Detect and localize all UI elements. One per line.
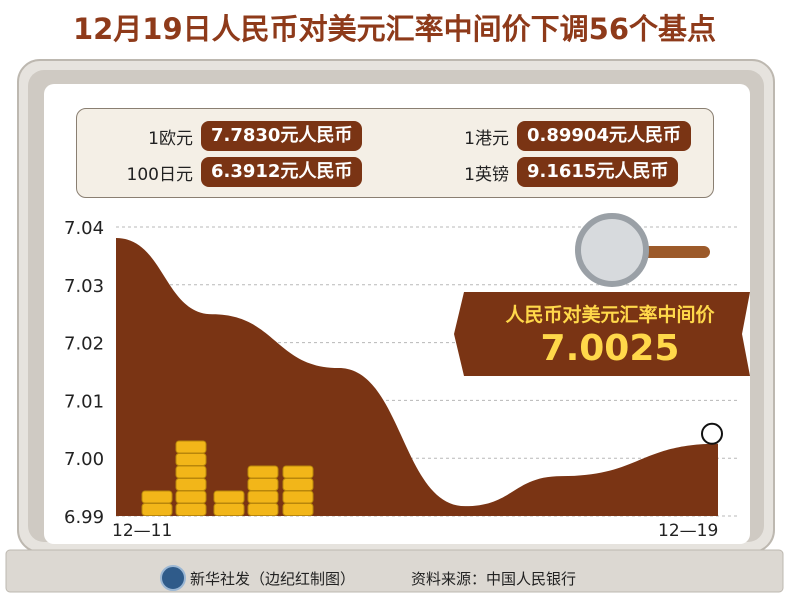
exchange-rate-chart: 7.04 7.03 7.02 7.01 7.00 6.99 12—11 12—19 <box>64 213 740 541</box>
rate-label: 1欧元 <box>148 128 193 149</box>
callout-value: 7.0025 <box>540 328 680 369</box>
rate-value: 6.3912元人民币 <box>201 157 363 187</box>
coin-icon <box>282 503 314 516</box>
coin-icon <box>282 490 314 504</box>
coin-icon <box>213 503 245 516</box>
y-tick-label: 7.02 <box>64 334 104 355</box>
rates-panel: 1欧元 7.7830元人民币 1港元 0.89904元人民币 100日元 6.3… <box>76 108 714 198</box>
coin-icon <box>247 503 279 516</box>
coin-icon <box>141 503 173 516</box>
rate-label: 100日元 <box>126 164 193 185</box>
rate-label: 1港元 <box>464 128 509 149</box>
coin-icon <box>175 503 207 516</box>
coin-icon <box>213 490 245 504</box>
xinhua-logo-icon <box>160 565 186 591</box>
y-tick-label: 7.00 <box>64 449 104 470</box>
coin-icon <box>175 440 207 454</box>
rate-row: 1英镑 9.1615元人民币 <box>401 157 679 187</box>
y-tick-label: 7.03 <box>64 276 104 297</box>
x-start-label: 12—11 <box>112 521 172 541</box>
coin-icon <box>175 465 207 479</box>
callout-banner <box>454 292 750 376</box>
coin-icon <box>141 490 173 504</box>
coin-icon <box>247 478 279 491</box>
rate-row: 1港元 0.89904元人民币 <box>401 121 691 151</box>
footer-agency: 新华社发（边纪红制图） <box>190 569 356 588</box>
y-tick-label: 7.01 <box>64 391 104 412</box>
highlight-point-circle <box>701 422 723 445</box>
rate-row: 1欧元 7.7830元人民币 <box>85 121 363 151</box>
rate-label: 1英镑 <box>464 164 509 185</box>
x-end-label: 12—19 <box>658 521 718 541</box>
magnifier-lens-icon <box>575 213 649 287</box>
rate-value: 0.89904元人民币 <box>517 121 691 151</box>
coin-icon <box>282 478 314 491</box>
y-tick-label: 6.99 <box>64 507 104 528</box>
coin-icon <box>247 490 279 504</box>
area-series <box>116 237 718 516</box>
rate-row: 100日元 6.3912元人民币 <box>85 157 363 187</box>
footer-source: 资料来源：中国人民银行 <box>411 569 577 588</box>
rate-value: 9.1615元人民币 <box>517 157 679 187</box>
callout-label: 人民币对美元汇率中间价 <box>505 304 715 326</box>
y-tick-label: 7.04 <box>64 218 104 239</box>
coin-icon <box>175 478 207 491</box>
rate-value: 7.7830元人民币 <box>201 121 363 151</box>
coin-icon <box>175 453 207 466</box>
footer-bar: 新华社发（边纪红制图） 资料来源：中国人民银行 <box>160 565 720 591</box>
coin-icon <box>247 465 279 479</box>
coin-icon <box>175 490 207 504</box>
coin-icon <box>282 465 314 479</box>
page-title: 12月19日人民币对美元汇率中间价下调56个基点 <box>72 12 717 46</box>
